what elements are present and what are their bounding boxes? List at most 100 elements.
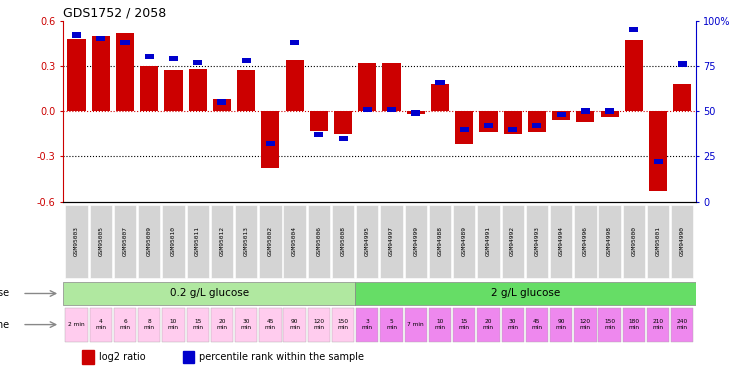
Text: 10
min: 10 min (168, 319, 179, 330)
Text: GSM94993: GSM94993 (534, 226, 539, 256)
Bar (600, 111, 619, 117)
Text: dose: dose (0, 288, 10, 298)
Text: GSM94999: GSM94999 (413, 226, 418, 256)
Bar (189, 69, 207, 111)
Text: GSM95006: GSM95006 (316, 226, 321, 256)
FancyBboxPatch shape (453, 205, 475, 278)
Text: 45
min: 45 min (265, 319, 276, 330)
Text: 15
min: 15 min (459, 319, 469, 330)
Bar (339, 136, 347, 141)
FancyBboxPatch shape (114, 205, 136, 278)
Text: GSM95012: GSM95012 (219, 226, 225, 256)
Text: 20
min: 20 min (483, 319, 494, 330)
Bar (405, 308, 427, 342)
Text: 4
min: 4 min (95, 319, 106, 330)
Bar (286, 60, 304, 111)
Text: GSM94992: GSM94992 (510, 226, 515, 256)
Bar (283, 308, 306, 342)
Text: GSM95004: GSM95004 (292, 226, 297, 256)
FancyBboxPatch shape (574, 205, 597, 278)
Bar (527, 111, 546, 132)
Bar (581, 108, 590, 114)
Bar (355, 282, 696, 305)
Text: GSM94989: GSM94989 (462, 226, 466, 256)
Text: 3
min: 3 min (362, 319, 373, 330)
Bar (382, 63, 400, 111)
FancyBboxPatch shape (65, 205, 88, 278)
Bar (574, 308, 597, 342)
FancyBboxPatch shape (138, 205, 161, 278)
Bar (484, 123, 493, 128)
Bar (552, 111, 570, 120)
Bar (290, 40, 299, 45)
Text: 30
min: 30 min (240, 319, 251, 330)
Text: 2 min: 2 min (68, 322, 85, 327)
Bar (508, 127, 517, 132)
Bar (526, 308, 548, 342)
Text: GSM95001: GSM95001 (655, 226, 661, 256)
Bar (359, 63, 376, 111)
Bar (649, 111, 667, 191)
Bar (387, 106, 396, 112)
Text: 120
min: 120 min (313, 319, 324, 330)
Bar (242, 58, 251, 63)
Text: GSM95000: GSM95000 (632, 226, 636, 256)
Bar (183, 351, 193, 363)
Bar (533, 123, 542, 128)
Bar (83, 350, 94, 364)
Bar (623, 308, 645, 342)
Bar (193, 60, 202, 65)
Bar (453, 308, 475, 342)
Bar (237, 70, 255, 111)
Bar (629, 27, 638, 32)
Text: 120
min: 120 min (580, 319, 591, 330)
Text: GSM95005: GSM95005 (98, 226, 103, 256)
Bar (164, 70, 182, 111)
Bar (504, 111, 522, 134)
FancyBboxPatch shape (501, 205, 524, 278)
FancyBboxPatch shape (283, 205, 306, 278)
Bar (577, 111, 594, 122)
FancyBboxPatch shape (89, 205, 112, 278)
Bar (407, 111, 425, 114)
FancyBboxPatch shape (478, 205, 500, 278)
Bar (211, 308, 233, 342)
Bar (550, 308, 572, 342)
FancyBboxPatch shape (332, 205, 354, 278)
Bar (235, 308, 257, 342)
Bar (673, 84, 691, 111)
Text: GSM95011: GSM95011 (195, 226, 200, 256)
Bar (261, 111, 280, 168)
Text: 180
min: 180 min (628, 319, 639, 330)
FancyBboxPatch shape (429, 205, 451, 278)
FancyBboxPatch shape (623, 205, 645, 278)
Bar (380, 308, 403, 342)
Bar (138, 308, 161, 342)
FancyBboxPatch shape (550, 205, 572, 278)
Bar (429, 308, 451, 342)
Bar (460, 127, 469, 132)
Bar (314, 132, 324, 137)
Bar (356, 308, 379, 342)
Text: 10
min: 10 min (434, 319, 446, 330)
Bar (114, 308, 136, 342)
Text: 90
min: 90 min (289, 319, 300, 330)
Text: GSM95010: GSM95010 (171, 226, 176, 256)
Bar (63, 282, 355, 305)
Bar (653, 159, 663, 164)
Text: GSM94996: GSM94996 (583, 226, 588, 256)
Text: GSM95002: GSM95002 (268, 226, 273, 256)
FancyBboxPatch shape (647, 205, 670, 278)
Bar (89, 308, 112, 342)
Text: 7 min: 7 min (408, 322, 424, 327)
Text: GSM94988: GSM94988 (437, 226, 443, 256)
Bar (72, 33, 81, 38)
Bar (647, 308, 670, 342)
Text: 8
min: 8 min (144, 319, 155, 330)
FancyBboxPatch shape (598, 205, 620, 278)
Text: GSM95009: GSM95009 (147, 226, 152, 256)
FancyBboxPatch shape (380, 205, 403, 278)
Bar (435, 80, 445, 85)
Bar (332, 308, 354, 342)
FancyBboxPatch shape (405, 205, 427, 278)
